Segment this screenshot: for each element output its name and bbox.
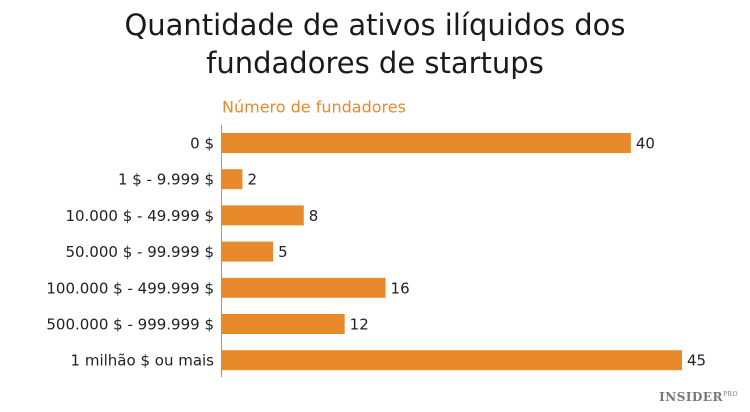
- y-tick-label: 1 milhão $ ou mais: [71, 352, 215, 370]
- bar: [222, 314, 345, 334]
- chart-subtitle: Número de fundadores: [222, 98, 406, 117]
- bar: [222, 205, 304, 226]
- bar: [222, 133, 631, 153]
- value-label: 40: [636, 135, 655, 153]
- chart-title: Quantidade de ativos ilíquidos dos funda…: [124, 8, 626, 80]
- watermark: INSIDERPRO: [659, 390, 738, 404]
- watermark-tag: PRO: [723, 391, 738, 398]
- value-label: 8: [309, 207, 319, 225]
- watermark-name: INSIDER: [659, 390, 724, 404]
- y-tick-label: 0 $: [190, 135, 214, 153]
- y-tick-label: 10.000 $ - 49.999 $: [65, 207, 214, 225]
- bar: [222, 350, 682, 371]
- value-label: 12: [350, 316, 369, 334]
- bar: [222, 241, 274, 262]
- bar: [222, 169, 243, 190]
- value-label: 5: [278, 243, 288, 261]
- y-tick-label: 50.000 $ - 99.999 $: [65, 243, 214, 261]
- bar: [222, 277, 386, 298]
- y-tick-label: 500.000 $ - 999.999 $: [46, 316, 214, 334]
- y-tick-label: 100.000 $ - 499.999 $: [46, 279, 214, 297]
- y-tick-label: 1 $ - 9.999 $: [118, 171, 214, 189]
- value-label: 16: [391, 279, 410, 297]
- value-label: 45: [687, 352, 706, 370]
- value-label: 2: [247, 171, 257, 189]
